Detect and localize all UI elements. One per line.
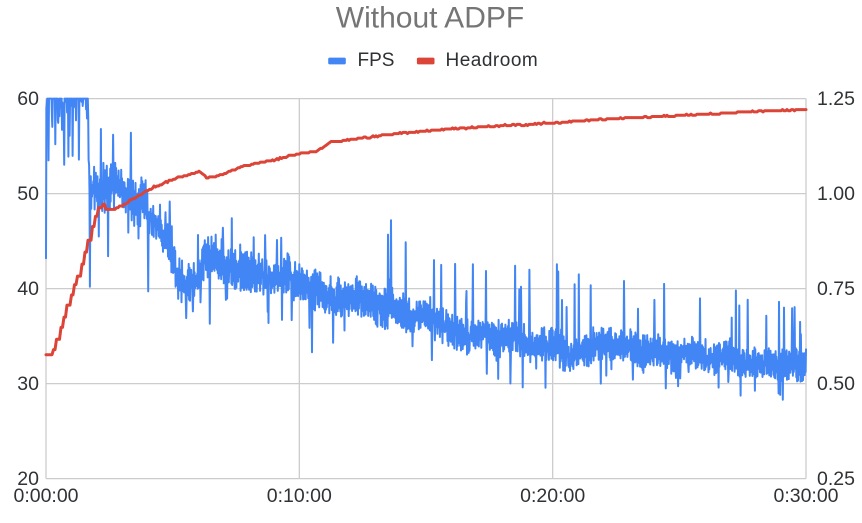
svg-text:20: 20 [17, 468, 39, 490]
svg-text:0.50: 0.50 [817, 373, 855, 395]
svg-text:1.25: 1.25 [817, 88, 855, 110]
svg-text:40: 40 [17, 278, 39, 300]
svg-text:FPS: FPS [358, 50, 395, 71]
svg-text:0:30:00: 0:30:00 [773, 485, 838, 507]
svg-text:0:10:00: 0:10:00 [267, 485, 332, 507]
svg-text:Headroom: Headroom [446, 50, 539, 71]
svg-text:30: 30 [17, 373, 39, 395]
svg-text:Without ADPF: Without ADPF [336, 2, 524, 35]
svg-text:0.75: 0.75 [817, 278, 855, 300]
svg-text:0.25: 0.25 [817, 468, 855, 490]
svg-text:0:20:00: 0:20:00 [520, 485, 585, 507]
svg-text:0:00:00: 0:00:00 [13, 485, 78, 507]
svg-text:60: 60 [17, 88, 39, 110]
svg-text:50: 50 [17, 183, 39, 205]
svg-text:1.00: 1.00 [817, 183, 855, 205]
